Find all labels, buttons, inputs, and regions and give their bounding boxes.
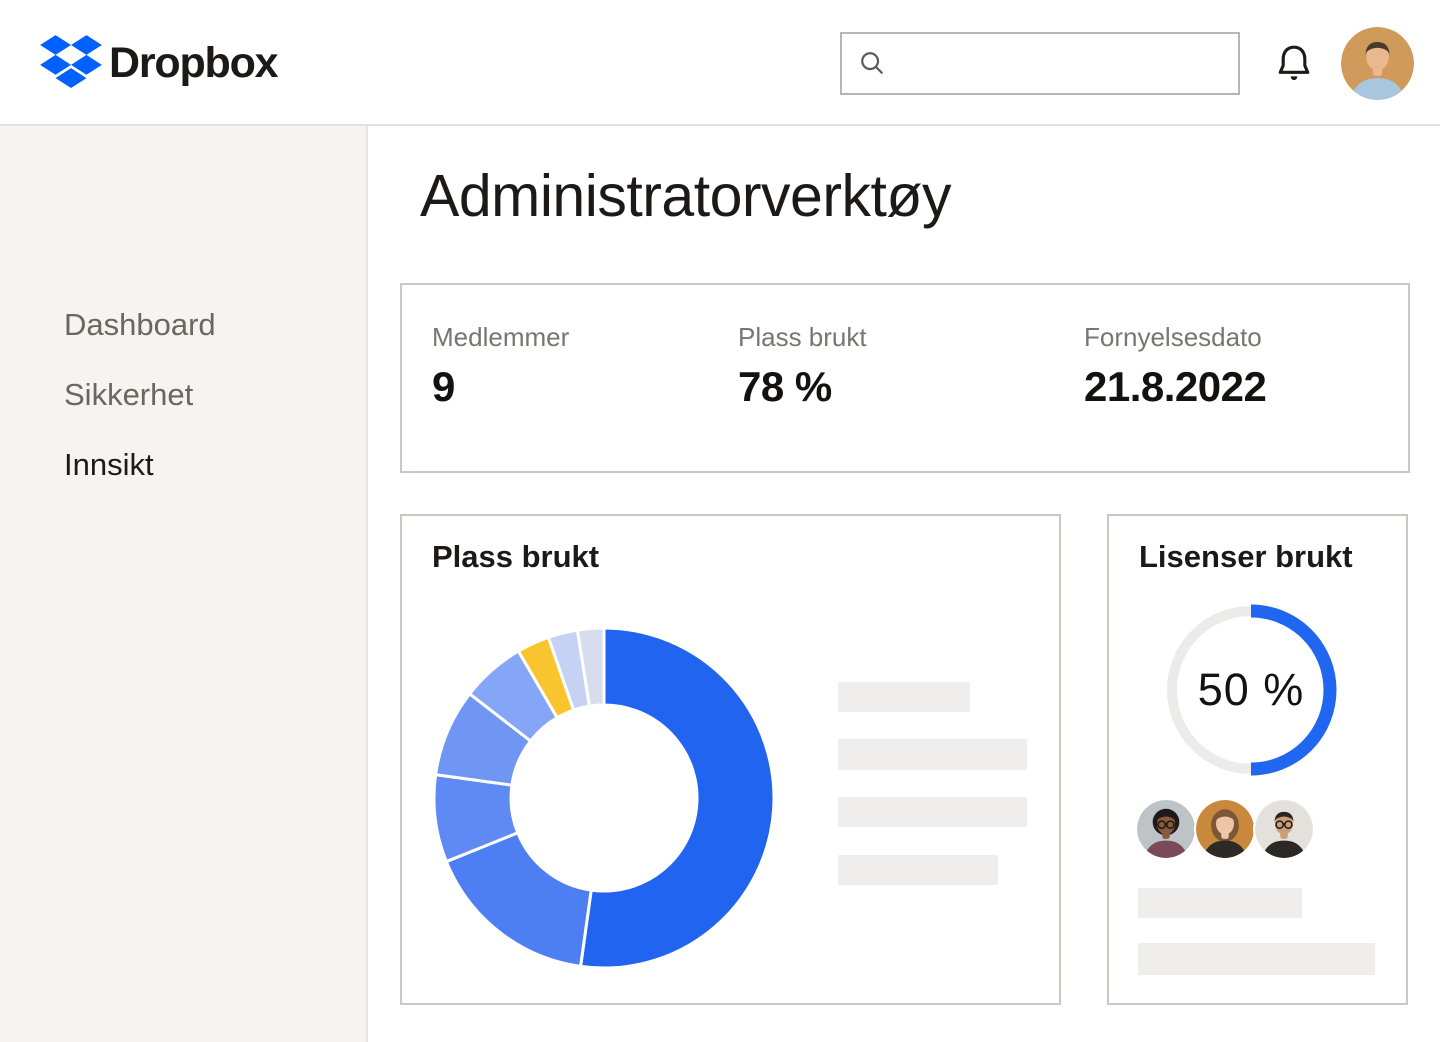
license-percent-label: 50 % [1197,664,1305,715]
storage-donut-chart [432,626,776,970]
page-title: Administratorverktøy [420,163,951,229]
storage-usage-card: Plass brukt [400,514,1061,1005]
member-avatar[interactable] [1196,800,1254,858]
dropbox-logo[interactable]: Dropbox [40,33,279,93]
stat-renewal-date: Fornyelsesdato 21.8.2022 [1084,321,1267,411]
usage-legend-placeholder [838,682,970,712]
stat-members-label: Medlemmer [432,322,570,352]
bell-icon [1278,45,1310,81]
sidebar: Dashboard Sikkerhet Innsikt [0,126,368,1042]
stat-renewal-date-value: 21.8.2022 [1084,363,1267,410]
topbar: Dropbox [0,0,1440,126]
dropbox-logo-wordmark: Dropbox [109,38,279,87]
summary-stats-card: Medlemmer 9 Plass brukt 78 % Fornyelsesd… [400,283,1410,473]
license-ring-svg [1167,604,1337,776]
search-input[interactable] [842,34,1238,93]
stat-members-value: 9 [432,363,455,410]
license-progress-ring: 50 % [1161,600,1341,780]
licenses-card: Lisenser brukt 50 % [1107,514,1408,1005]
usage-legend-placeholder [838,797,1027,827]
user-avatar[interactable] [1341,27,1414,100]
license-text-placeholder [1138,888,1302,918]
stat-space-used: Plass brukt 78 % [738,321,867,411]
license-members [1137,800,1313,858]
member-avatar[interactable] [1137,800,1195,858]
stat-renewal-date-label: Fornyelsesdato [1084,322,1262,352]
member-avatar[interactable] [1255,800,1313,858]
license-card-title: Lisenser brukt [1139,539,1353,574]
stat-space-used-value: 78 % [738,363,832,410]
sidebar-item-innsikt[interactable]: Innsikt [64,447,154,482]
dropbox-logo-icon [40,33,102,93]
license-text-placeholder [1138,943,1375,975]
notifications-button[interactable] [1272,41,1316,85]
stat-space-used-label: Plass brukt [738,322,867,352]
usage-legend-placeholder [838,855,998,885]
sidebar-item-dashboard[interactable]: Dashboard [64,307,216,342]
usage-legend-placeholder [838,739,1027,770]
search-box [840,32,1240,95]
sidebar-item-sikkerhet[interactable]: Sikkerhet [64,377,194,412]
stat-members: Medlemmer 9 [432,321,569,411]
usage-card-title: Plass brukt [432,539,600,574]
